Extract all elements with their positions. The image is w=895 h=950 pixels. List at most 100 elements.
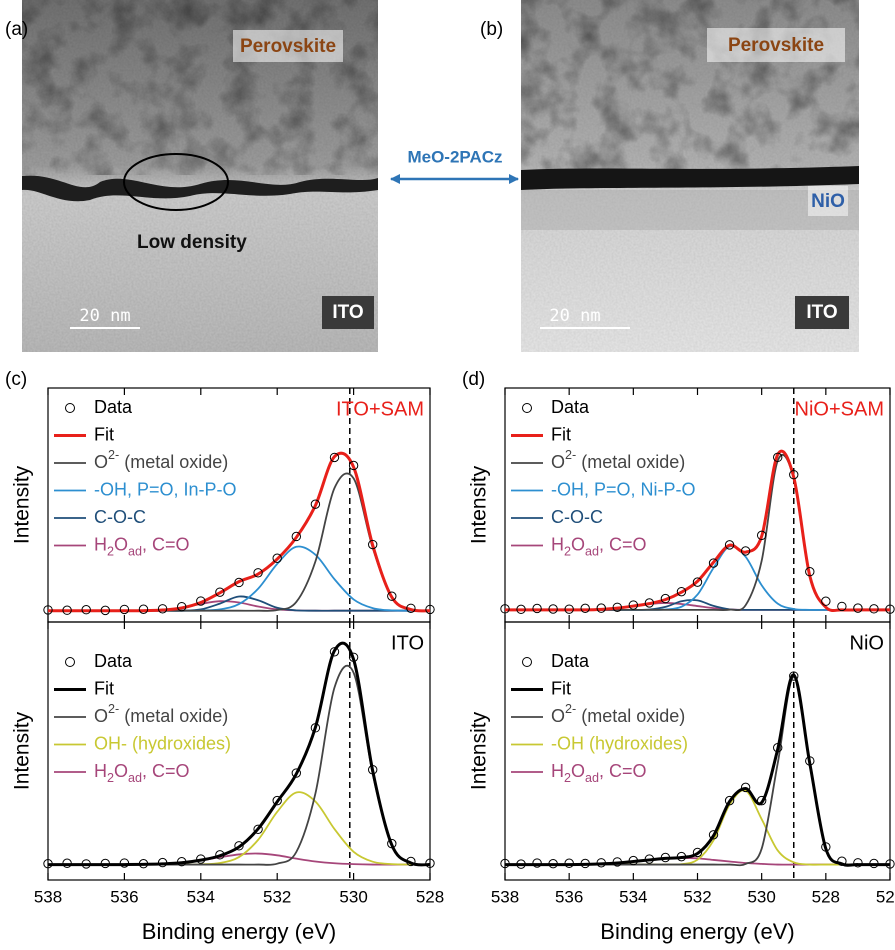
- x-tick-label: 530: [747, 887, 775, 906]
- text-run: O: [571, 761, 585, 781]
- text-run: 2: [107, 771, 114, 785]
- x-tick-label: 534: [619, 887, 647, 906]
- data-point: [644, 598, 655, 608]
- data-point: [708, 558, 719, 568]
- data-point: [368, 765, 378, 775]
- data-point: [580, 858, 590, 869]
- x-tick-label: 536: [555, 887, 583, 906]
- panel-title: NiO: [850, 632, 884, 654]
- data-point: [425, 604, 435, 615]
- text-run: O: [114, 534, 128, 554]
- panel-title: ITO+SAM: [336, 398, 424, 420]
- data-point: [177, 856, 187, 867]
- layer-label: ITO: [806, 302, 837, 323]
- data-point: [234, 841, 244, 851]
- data-point: [837, 601, 847, 612]
- data-point: [532, 603, 542, 614]
- data-point: [196, 596, 206, 606]
- text-run: O: [571, 534, 585, 554]
- data-point: [773, 742, 783, 753]
- xps-panel: 538536534532530528526DataFitO2- (metal o…: [468, 621, 895, 944]
- data-point: [406, 856, 416, 867]
- legend-label: Fit: [94, 424, 114, 444]
- legend-label: H2Oad, C=O: [94, 761, 190, 786]
- legend-symbol: [65, 657, 75, 667]
- data-point: [329, 647, 340, 657]
- data-point: [821, 596, 831, 606]
- legend-label: Data: [551, 651, 590, 671]
- data-point: [291, 531, 301, 542]
- data-point: [253, 824, 263, 834]
- data-point: [100, 858, 111, 869]
- data-point: [789, 671, 799, 681]
- data-point: [756, 795, 767, 806]
- data-point: [272, 553, 282, 563]
- data-point: [564, 604, 574, 614]
- text-run: , C=O: [599, 761, 647, 781]
- data-point: [596, 858, 606, 868]
- arrow-label: MeO-2PACz: [407, 147, 502, 166]
- data-point: [329, 452, 340, 463]
- data-point: [81, 605, 91, 615]
- legend-label: Data: [551, 397, 590, 417]
- data-point: [740, 546, 751, 556]
- text-run: (metal oxide): [576, 706, 685, 726]
- text-run: H: [551, 761, 564, 781]
- legend-label: H2Oad, C=O: [551, 534, 647, 559]
- x-tick-label: 534: [187, 887, 215, 906]
- x-tick-label: 538: [491, 887, 519, 906]
- x-tick-label: 528: [416, 887, 444, 906]
- x-tick-label: 528: [812, 887, 840, 906]
- data-point: [676, 851, 687, 862]
- text-run: ad: [128, 545, 142, 559]
- data-point: [81, 859, 91, 869]
- text-run: O: [551, 452, 565, 472]
- data-point: [885, 604, 895, 614]
- panel-label: (c): [5, 369, 27, 390]
- data-point: [406, 603, 416, 613]
- legend-symbol: [522, 403, 532, 413]
- data-point: [516, 604, 526, 615]
- data-point: [628, 600, 639, 610]
- data-point: [119, 858, 130, 868]
- data-point: [869, 858, 879, 869]
- text-run: (metal oxide): [576, 452, 685, 472]
- scale-bar-label: 20 nm: [549, 306, 600, 326]
- legend-label: OH- (hydroxides): [94, 733, 231, 753]
- layer-label: Perovskite: [728, 35, 824, 56]
- data-point: [596, 603, 606, 613]
- data-point: [708, 830, 719, 840]
- text-run: O: [114, 761, 128, 781]
- panel-label: (b): [480, 19, 503, 40]
- legend-label: -OH, P=O, Ni-P-O: [551, 479, 696, 499]
- x-tick-label: 532: [263, 887, 291, 906]
- data-point: [628, 855, 639, 866]
- data-point: [516, 859, 526, 869]
- data-point: [756, 530, 767, 541]
- text-run: ad: [128, 771, 142, 785]
- data-point: [724, 795, 735, 806]
- data-point: [100, 605, 111, 616]
- data-point: [660, 593, 671, 604]
- series-line: [505, 449, 890, 613]
- data-point: [805, 756, 815, 766]
- series-line: [505, 454, 890, 612]
- data-point: [119, 604, 130, 615]
- data-point: [43, 605, 53, 615]
- text-run: (metal oxide): [119, 452, 228, 472]
- data-point: [853, 858, 863, 868]
- data-point: [368, 539, 378, 550]
- data-point: [272, 795, 282, 806]
- data-point: [177, 601, 187, 612]
- text-run: O: [551, 706, 565, 726]
- panel-title: NiO+SAM: [795, 398, 884, 420]
- text-run: H: [94, 534, 107, 554]
- legend-label: Fit: [551, 678, 571, 698]
- legend-label: O2- (metal oxide): [94, 702, 228, 725]
- data-point: [724, 540, 735, 550]
- legend-symbol: [65, 403, 75, 413]
- data-point: [62, 605, 72, 615]
- text-run: 2-: [108, 448, 119, 462]
